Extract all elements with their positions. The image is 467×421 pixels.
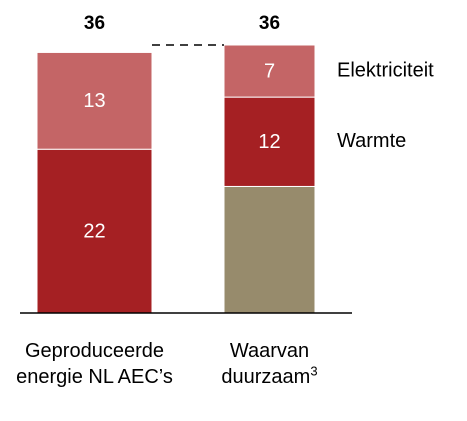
value-label: 13 xyxy=(83,90,105,112)
category-text: Waarvan duurzaam xyxy=(221,340,311,388)
bar-segment xyxy=(36,148,153,314)
category-label: Waarvan duurzaam3 xyxy=(190,338,350,390)
total-label: 36 xyxy=(259,13,280,34)
legend-label: Warmte xyxy=(337,130,406,152)
category-text: Geproduceerde energie NL AEC’s xyxy=(16,340,173,388)
value-label: 7 xyxy=(264,60,275,82)
bar-segment xyxy=(223,44,316,98)
bar-segment xyxy=(36,51,153,150)
category-label: Geproduceerde energie NL AEC’s xyxy=(15,338,175,390)
total-label: 36 xyxy=(84,13,105,34)
value-label: 22 xyxy=(83,220,105,242)
value-label: 12 xyxy=(258,131,280,153)
legend-label: Elektriciteit xyxy=(337,59,434,81)
footnote-marker: 3 xyxy=(310,363,318,379)
bar-segment xyxy=(223,185,316,314)
